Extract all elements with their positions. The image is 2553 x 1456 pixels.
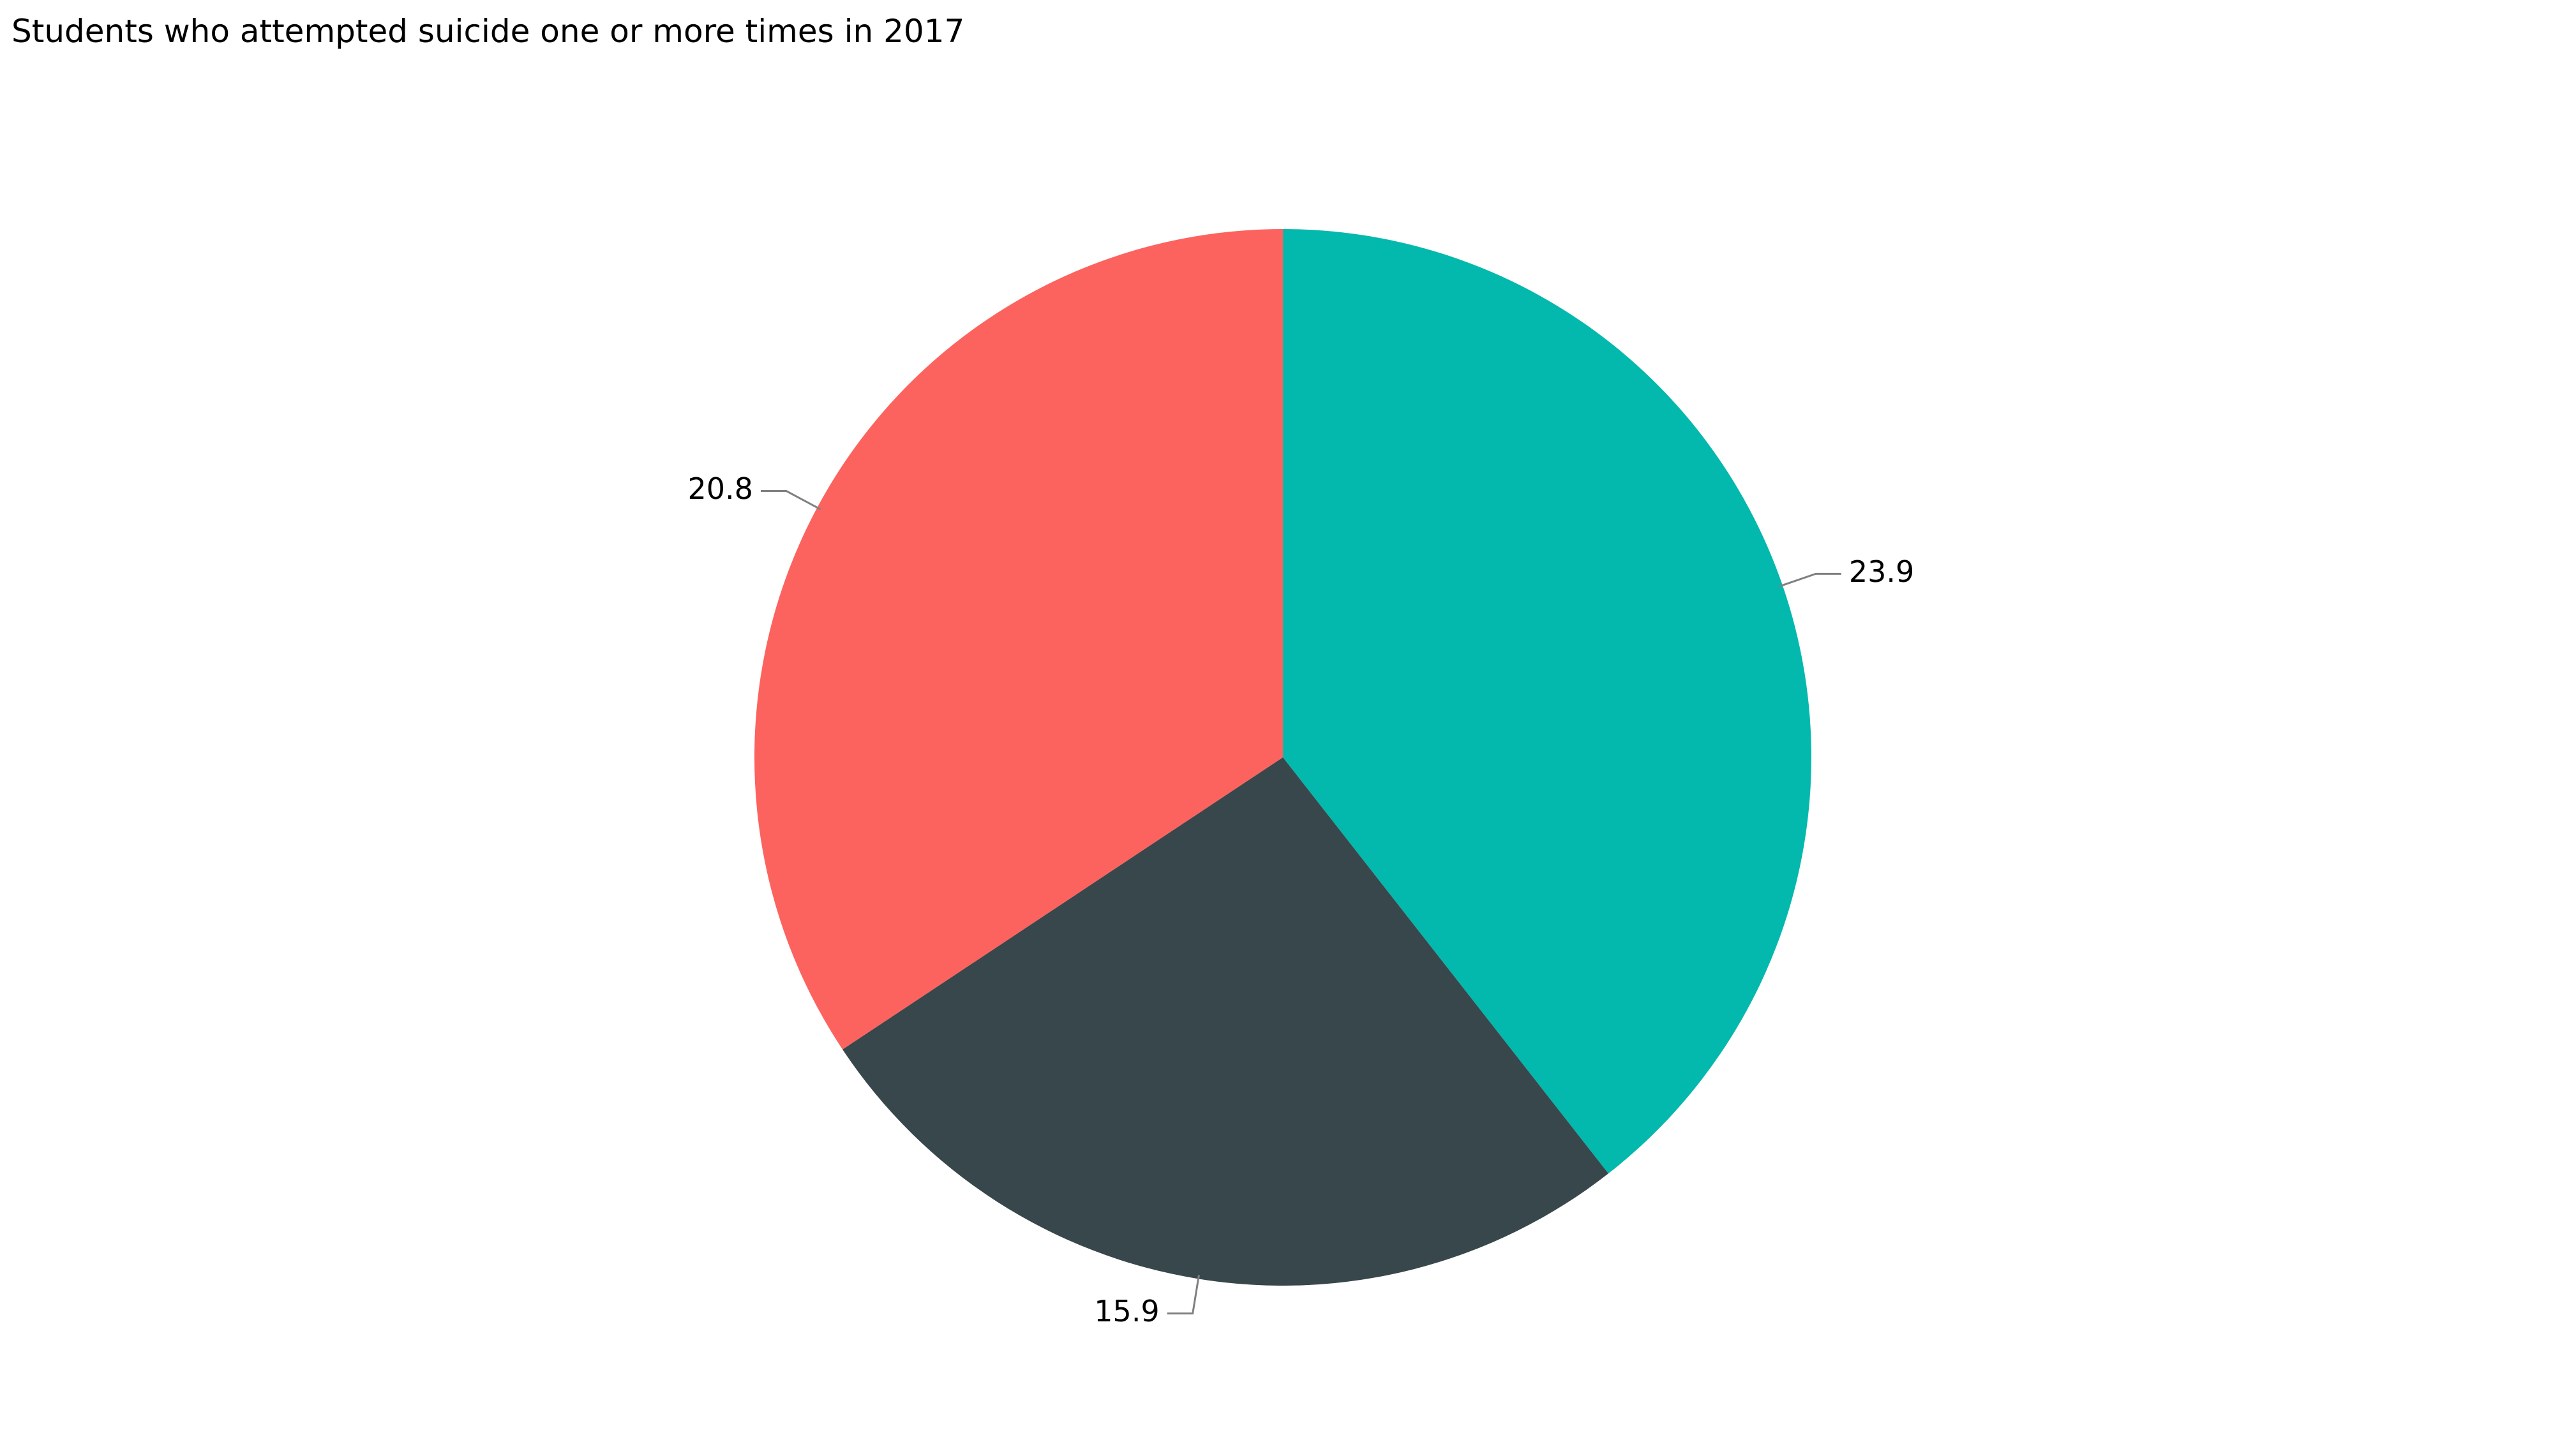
chart-title: Students who attempted suicide one or mo… bbox=[11, 13, 965, 50]
slice-data-label-0: 23.9 bbox=[1849, 554, 1914, 589]
pie-slice-1 bbox=[842, 757, 1608, 1286]
leader-line-1 bbox=[1167, 1275, 1200, 1315]
pie-slice-0 bbox=[1283, 229, 1811, 1174]
leader-line-0 bbox=[1778, 572, 1841, 588]
leader-line-2 bbox=[760, 489, 821, 510]
slice-data-label-1: 15.9 bbox=[1094, 1294, 1159, 1328]
pie-slice-2 bbox=[754, 229, 1283, 1050]
data-labels: 23.9 15.9 20.8 bbox=[688, 472, 1915, 1328]
leader-lines bbox=[760, 489, 1841, 1315]
pie-slices bbox=[754, 229, 1811, 1286]
slice-data-label-2: 20.8 bbox=[688, 472, 753, 506]
